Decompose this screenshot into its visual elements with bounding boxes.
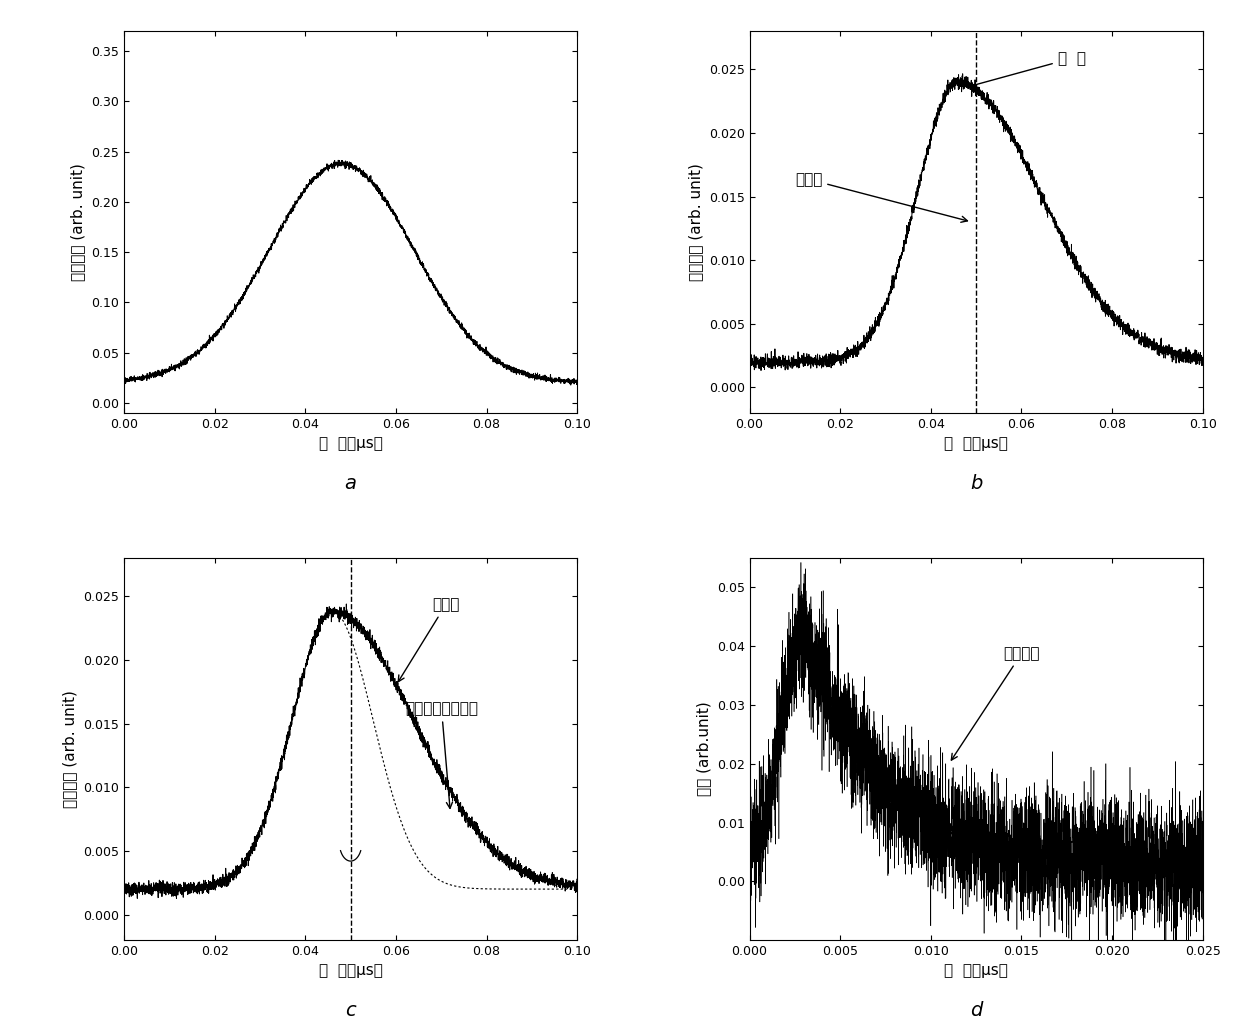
Text: c: c [345,1001,356,1021]
Y-axis label: 强度 (arb.unit): 强度 (arb.unit) [696,701,711,796]
Y-axis label: 透射强度 (arb. unit): 透射强度 (arb. unit) [62,690,78,808]
X-axis label: 时  间（μs）: 时 间（μs） [944,964,1008,978]
Text: a: a [345,474,357,494]
Text: 上升沿的对称曲线: 上升沿的对称曲线 [405,701,479,809]
Text: b: b [970,474,982,494]
Text: 下降沿: 下降沿 [398,597,460,682]
Text: d: d [970,1001,982,1021]
Y-axis label: 透射强度 (arb. unit): 透射强度 (arb. unit) [688,163,703,281]
Y-axis label: 透射强度 (arb. unit): 透射强度 (arb. unit) [71,163,86,281]
X-axis label: 时  间（μs）: 时 间（μs） [319,964,383,978]
Text: 对称轴: 对称轴 [795,171,967,222]
X-axis label: 时  间（μs）: 时 间（μs） [319,436,383,451]
Text: 拟合曲线: 拟合曲线 [951,646,1040,760]
X-axis label: 时  间（μs）: 时 间（μs） [944,436,1008,451]
Text: 峰  値: 峰 値 [967,51,1086,89]
